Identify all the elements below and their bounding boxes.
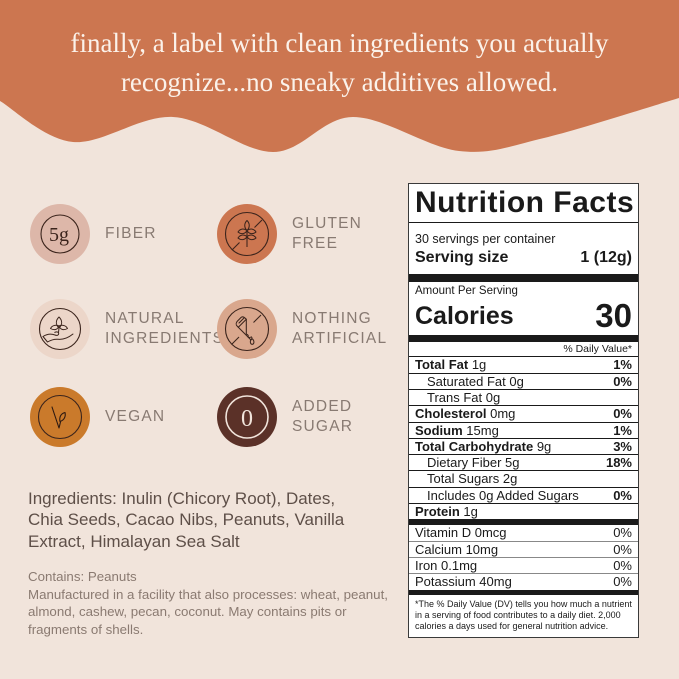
svg-text:5g: 5g (49, 224, 69, 246)
svg-text:0: 0 (241, 406, 253, 432)
